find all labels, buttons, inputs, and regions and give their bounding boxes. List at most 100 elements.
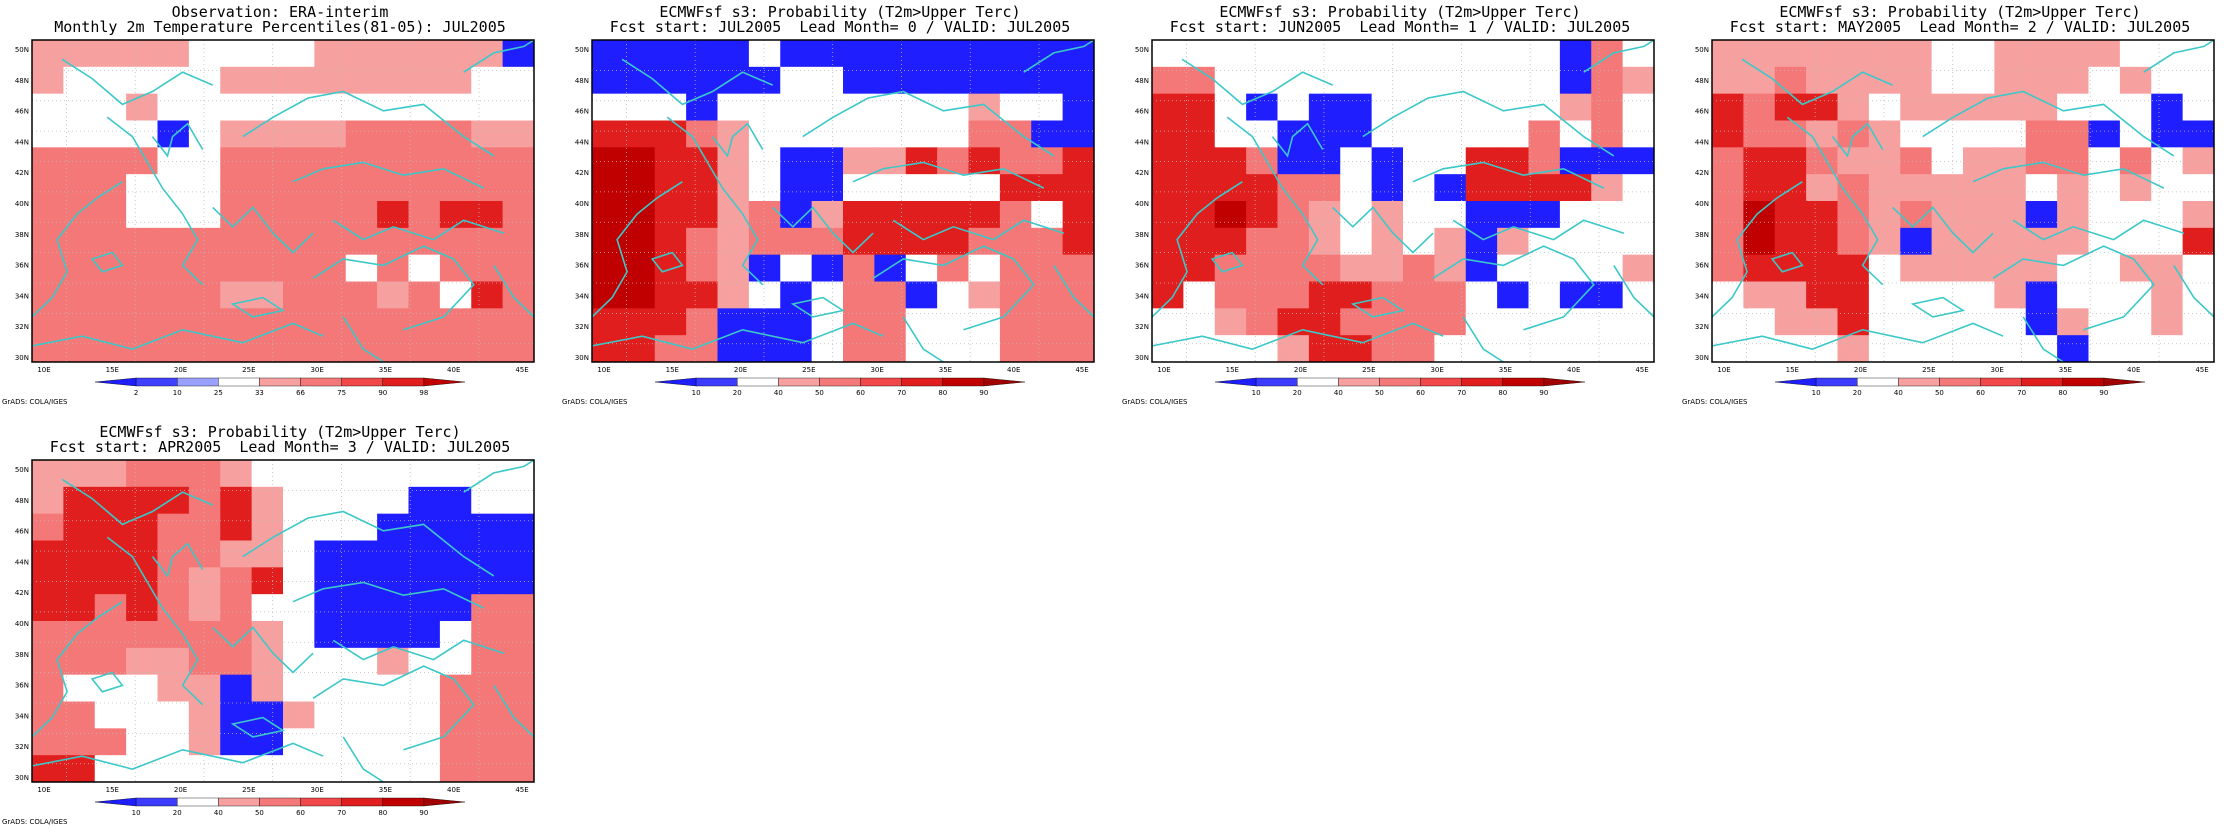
grid-cell [905, 147, 938, 175]
grid-cell [94, 174, 127, 202]
grid-cell [1806, 308, 1838, 336]
grid-cell [251, 147, 284, 175]
grid-cell [1152, 40, 1184, 68]
grid-cell [717, 335, 750, 363]
grid-cell [345, 147, 378, 175]
grid-cell [502, 486, 535, 515]
lon-tick-label: 15E [106, 366, 119, 374]
grid-cell [439, 174, 472, 202]
lat-tick-label: 46N [1695, 108, 1709, 116]
grid-cell [220, 567, 253, 595]
grid-cell [623, 281, 656, 309]
grid-cell [780, 281, 813, 309]
grid-cell [874, 120, 907, 148]
lat-tick-label: 50N [15, 46, 29, 54]
grid-cell [314, 594, 347, 622]
grid-cell [1497, 174, 1529, 202]
coastline [332, 639, 505, 661]
panel-title-line2: Fcst start: JUN2005 Lead Month= 1 / VALI… [1169, 18, 1631, 36]
grid-cell [780, 254, 813, 282]
lat-tick-label: 42N [15, 169, 29, 177]
grid-cell [623, 335, 656, 363]
grid-cell [439, 120, 472, 148]
grid-cell [1931, 93, 1964, 121]
grid-cell [623, 66, 656, 95]
grid-cell [1434, 308, 1467, 336]
grid-cell [1837, 227, 1870, 256]
grid-cell [748, 201, 781, 229]
lon-tick-label: 40E [447, 786, 460, 794]
grid-cell [1622, 201, 1655, 229]
grid-cell [1963, 40, 1995, 68]
lat-tick-label: 46N [15, 528, 29, 536]
grid-cell [2057, 281, 2089, 309]
grid-cell [314, 701, 347, 729]
grid-cell [377, 335, 409, 363]
grid-cell [623, 254, 656, 282]
grid-cell [1774, 66, 1807, 95]
grid-cell [592, 254, 624, 282]
colorbar-tick-label: 20 [733, 389, 742, 397]
grid-cell [314, 728, 347, 756]
grid-cell [874, 227, 907, 256]
grid-cell [251, 621, 284, 649]
grid-cell [1246, 147, 1278, 175]
grid-cell [748, 254, 781, 282]
map-panel: ECMWFsf s3: Probability (T2m>Upper Terc)… [560, 0, 1120, 420]
coastline [1786, 116, 1884, 286]
grid-cell [686, 66, 718, 95]
colorbar-tick-label: 70 [1457, 389, 1466, 397]
grid-cell [1031, 281, 1064, 309]
lat-tick-label: 30N [1695, 354, 1709, 362]
grid-cell [1340, 174, 1373, 202]
grid-cell [251, 540, 284, 568]
grid-cell [126, 728, 158, 756]
grid-cell [1806, 174, 1838, 202]
grid-cell [2151, 254, 2184, 282]
grid-cell [1806, 201, 1838, 229]
grid-cell [157, 147, 190, 175]
grid-cell [251, 728, 284, 756]
grid-cell [377, 728, 409, 756]
grid-cell [408, 174, 441, 202]
grid-cell [1246, 66, 1278, 95]
lat-tick-label: 48N [1695, 77, 1709, 85]
grid-cell [251, 254, 284, 282]
grid-cell [345, 174, 378, 202]
grid-cell [314, 227, 347, 256]
grid-cells [592, 40, 1095, 363]
lon-tick-label: 10E [1157, 366, 1170, 374]
lat-tick-label: 46N [575, 108, 589, 116]
grid-cell [1465, 120, 1498, 148]
grid-cell [1403, 66, 1435, 95]
grid-cell [2151, 66, 2184, 95]
colorbar-tick-label: 80 [2058, 389, 2067, 397]
colorbar-tick-label: 10 [692, 389, 701, 397]
grid-cell [502, 674, 535, 702]
grid-cell [1277, 93, 1310, 121]
coastline [772, 206, 874, 254]
grid-cell [283, 755, 315, 783]
grid-cell [251, 486, 284, 515]
panel-title-line2: Monthly 2m Temperature Percentiles(81-05… [54, 18, 506, 36]
grid-cell [874, 174, 907, 202]
grid-cell [780, 147, 813, 175]
grid-cell [283, 728, 315, 756]
grid-cell [439, 540, 472, 568]
coastline [2022, 316, 2064, 363]
grid-cell [1712, 254, 1744, 282]
lon-tick-label: 45E [2195, 366, 2208, 374]
grid-cell [377, 460, 409, 488]
grid-cell [251, 227, 284, 256]
map-svg: 50N 48N 46N 44N 42N 40N 38N 36N 34N 32N 30N 10E 15E 2… [15, 39, 535, 397]
grid-cell [471, 66, 504, 95]
grid-cell [94, 281, 127, 309]
colorbar-swatch [1543, 377, 1586, 387]
grid-cell [157, 540, 190, 568]
grid-cell [283, 254, 315, 282]
grid-cell [94, 227, 127, 256]
grid-cell [1277, 254, 1310, 282]
grid-cell [1434, 120, 1467, 148]
grid-cell [2057, 308, 2089, 336]
grid-cell [2088, 40, 2121, 68]
